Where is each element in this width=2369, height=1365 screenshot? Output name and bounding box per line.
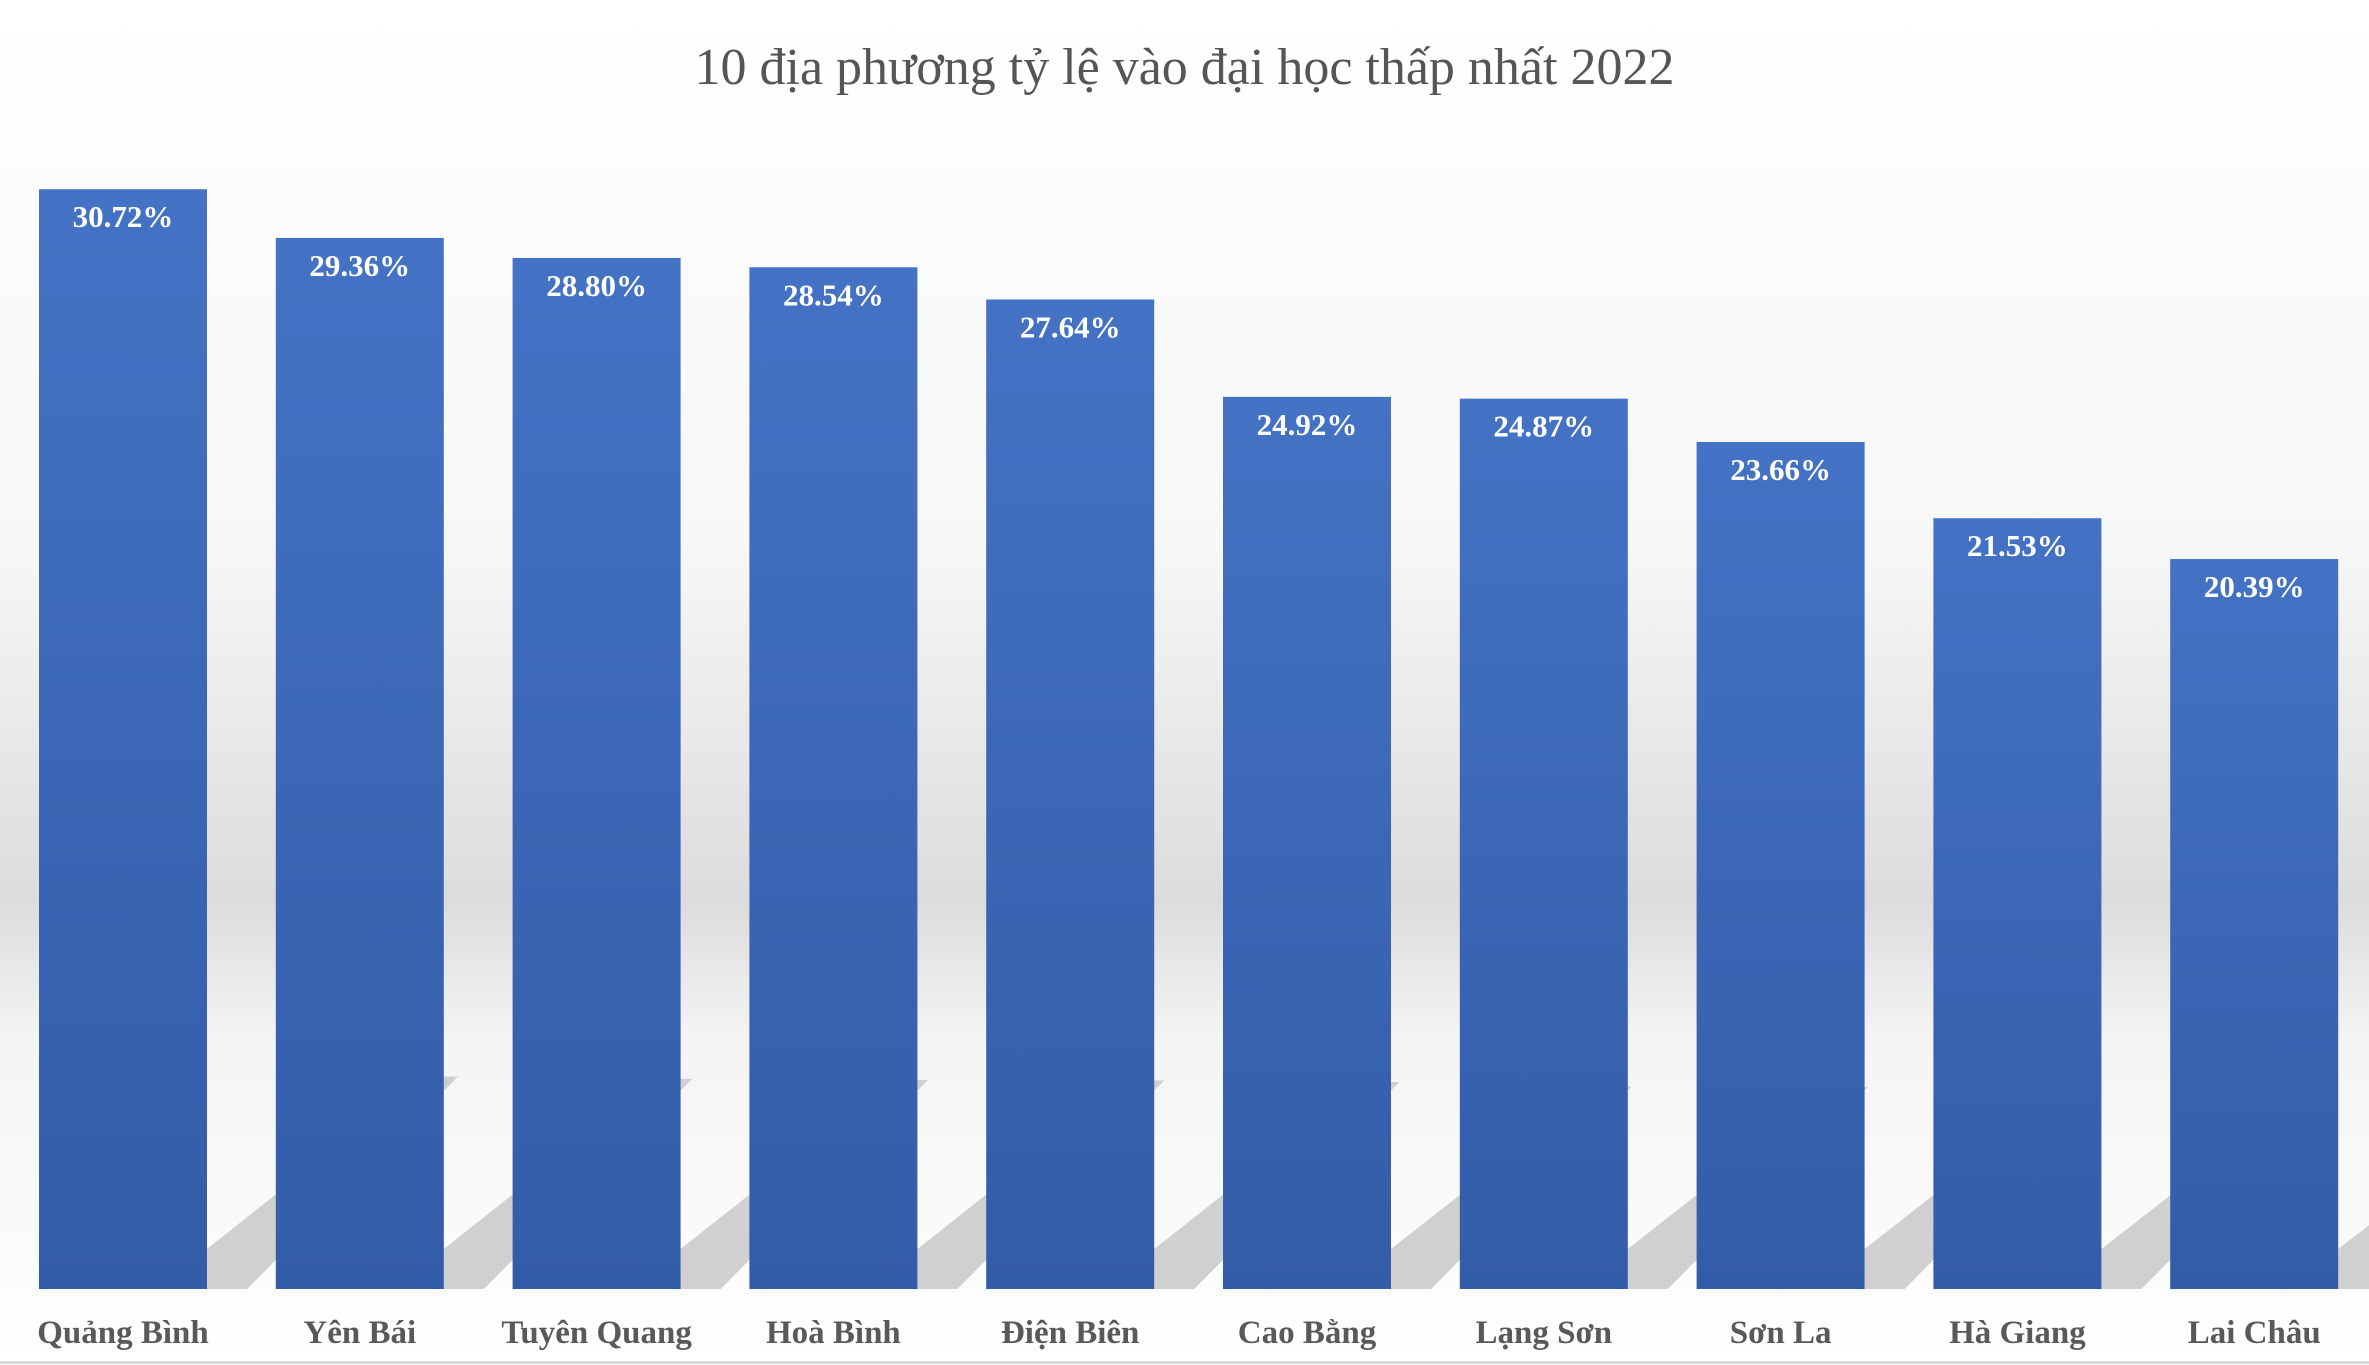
data-label: 23.66% xyxy=(1730,452,1831,487)
bar-9 xyxy=(1933,518,2102,1289)
category-label: Cao Bằng xyxy=(1238,1315,1377,1351)
data-label: 29.36% xyxy=(309,248,410,283)
bar-5 xyxy=(986,299,1155,1289)
bar-2 xyxy=(275,237,444,1290)
category-label: Hoà Bình xyxy=(766,1315,901,1351)
bar-6 xyxy=(1223,396,1391,1289)
category-label: Tuyên Quang xyxy=(501,1315,692,1351)
data-label: 28.54% xyxy=(783,277,884,312)
category-label: Hà Giang xyxy=(1949,1315,2086,1351)
category-label: Lai Châu xyxy=(2188,1315,2321,1351)
data-label: 24.92% xyxy=(1257,407,1358,442)
bar-shadow xyxy=(2338,1225,2369,1289)
bar-8 xyxy=(1696,441,1865,1289)
data-label: 21.53% xyxy=(1967,528,2068,563)
category-label: Sơn La xyxy=(1730,1315,1832,1351)
data-label: 30.72% xyxy=(73,199,174,234)
data-label: 24.87% xyxy=(1493,409,1594,444)
bar-10 xyxy=(2170,559,2339,1289)
bar-7 xyxy=(1459,398,1628,1289)
category-label: Quảng Bình xyxy=(37,1315,209,1351)
category-label: Lạng Sơn xyxy=(1476,1315,1613,1351)
bar-1 xyxy=(39,189,207,1289)
data-label: 28.80% xyxy=(546,268,647,303)
bottom-border xyxy=(0,1361,2369,1364)
category-label: Điện Biên xyxy=(1001,1315,1139,1351)
data-label: 20.39% xyxy=(2204,569,2305,604)
chart-title: 10 địa phương tỷ lệ vào đại học thấp nhấ… xyxy=(694,39,1675,96)
category-label: Yên Bái xyxy=(303,1315,416,1351)
bar-3 xyxy=(512,257,681,1290)
data-label: 27.64% xyxy=(1020,309,1121,344)
bar-4 xyxy=(749,267,918,1289)
